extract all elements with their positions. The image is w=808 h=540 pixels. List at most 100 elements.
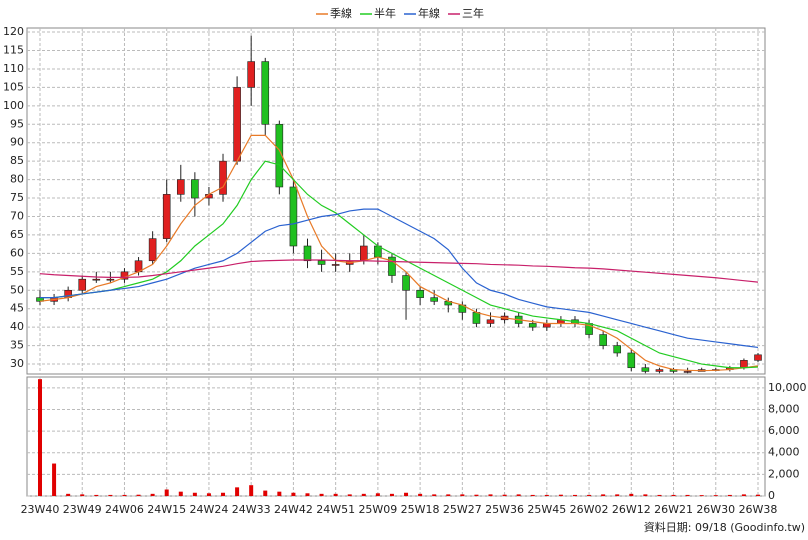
y-tick-label: 95: [10, 117, 24, 130]
volume-bar: [460, 494, 465, 496]
candle-body: [360, 245, 368, 262]
volume-bar: [150, 493, 155, 496]
volume-bar: [516, 494, 521, 496]
x-tick-label: 26W21: [654, 503, 693, 516]
volume-bar: [418, 493, 423, 496]
y-tick-label: 115: [3, 44, 24, 57]
ma-line: [39, 134, 759, 372]
y-tick-label: 50: [10, 283, 24, 296]
y2-tick-label: 2,000: [768, 467, 800, 480]
ma-line: [39, 259, 759, 283]
x-tick-label: 26W30: [696, 503, 735, 516]
volume-bar: [94, 494, 99, 496]
candle-body: [486, 319, 495, 324]
volume-bar: [629, 493, 634, 496]
candle-body: [219, 160, 227, 195]
x-tick-label: 25W09: [358, 503, 397, 516]
candle-body: [176, 179, 185, 195]
volume-bar: [263, 490, 268, 496]
candle-body: [289, 186, 298, 247]
volume-bar: [235, 487, 240, 496]
candle-body: [740, 360, 748, 369]
candle-body: [754, 354, 762, 361]
candle-body: [528, 323, 537, 328]
x-tick-label: 23W40: [21, 503, 60, 516]
volume-bar: [558, 494, 563, 496]
volume-bar: [474, 494, 479, 496]
candle-body: [388, 256, 396, 276]
candle-body: [331, 264, 340, 266]
y-tick-label: 75: [10, 191, 24, 204]
volume-bar: [741, 494, 746, 496]
x-tick-label: 24W06: [105, 503, 144, 516]
x-tick-label: 26W38: [739, 503, 778, 516]
candle-body: [162, 194, 171, 239]
volume-bar: [333, 493, 338, 496]
candle-body: [303, 245, 312, 262]
y-tick-label: 65: [10, 228, 24, 241]
volume-bar: [136, 494, 141, 496]
candle-body: [247, 61, 255, 88]
candle-body: [92, 278, 101, 281]
candle-body: [233, 87, 241, 162]
y-tick-label: 60: [10, 246, 24, 259]
volume-bar: [347, 494, 352, 496]
x-tick-label: 24W51: [316, 503, 355, 516]
volume-bar: [544, 494, 549, 496]
price-panel: [26, 27, 766, 375]
volume-bar: [446, 494, 451, 496]
volume-bar: [164, 489, 169, 496]
volume-bar: [66, 493, 71, 496]
y-tick-label: 70: [10, 209, 24, 222]
y2-tick-label: 8,000: [768, 402, 800, 415]
volume-bar: [389, 493, 394, 496]
legend-label: 季線: [330, 6, 352, 20]
candle-body: [472, 312, 481, 324]
volume-bar: [530, 494, 535, 496]
x-tick-label: 25W18: [401, 503, 440, 516]
candle-body: [613, 345, 622, 354]
candle-body: [191, 179, 199, 199]
volume-bar: [305, 493, 310, 496]
y2-tick-label: 4,000: [768, 446, 800, 459]
volume-bar: [38, 379, 42, 496]
x-tick-label: 25W27: [443, 503, 482, 516]
volume-bar: [727, 494, 732, 496]
candle-body: [683, 371, 692, 373]
volume-bar: [249, 485, 254, 496]
y-tick-label: 90: [10, 136, 24, 149]
x-tick-label: 26W02: [570, 503, 609, 516]
candle-body: [261, 61, 270, 125]
y-tick-label: 120: [3, 25, 24, 38]
volume-bar: [108, 494, 113, 496]
candle-body: [78, 278, 87, 291]
x-tick-label: 24W15: [147, 503, 186, 516]
y-tick-label: 110: [3, 62, 24, 75]
volume-bar: [488, 494, 493, 496]
y2-tick-label: 0: [768, 489, 775, 502]
volume-bar: [178, 491, 183, 496]
y2-tick-label: 10,000: [768, 381, 807, 394]
candle-body: [402, 275, 410, 291]
volume-bar: [685, 494, 690, 496]
candle-body: [627, 352, 636, 369]
volume-bar: [671, 494, 676, 496]
candle-body: [148, 238, 157, 262]
x-tick-label: 25W36: [485, 503, 524, 516]
y-tick-label: 40: [10, 320, 24, 333]
legend-label: 半年: [374, 6, 396, 20]
volume-bar: [601, 494, 606, 496]
footer: 資料日期: 09/18 (Goodinfo.tw): [644, 520, 805, 534]
candle-body: [430, 297, 438, 302]
volume-bar: [375, 493, 380, 496]
volume-bar: [615, 494, 620, 496]
candle-body: [655, 369, 664, 372]
candle-body: [275, 123, 284, 188]
x-tick-label: 26W12: [612, 503, 651, 516]
volume-bar: [361, 493, 366, 496]
legend-label: 三年: [462, 6, 484, 20]
volume-bar: [699, 495, 704, 496]
candle-body: [317, 260, 326, 265]
volume-bar: [192, 492, 197, 496]
